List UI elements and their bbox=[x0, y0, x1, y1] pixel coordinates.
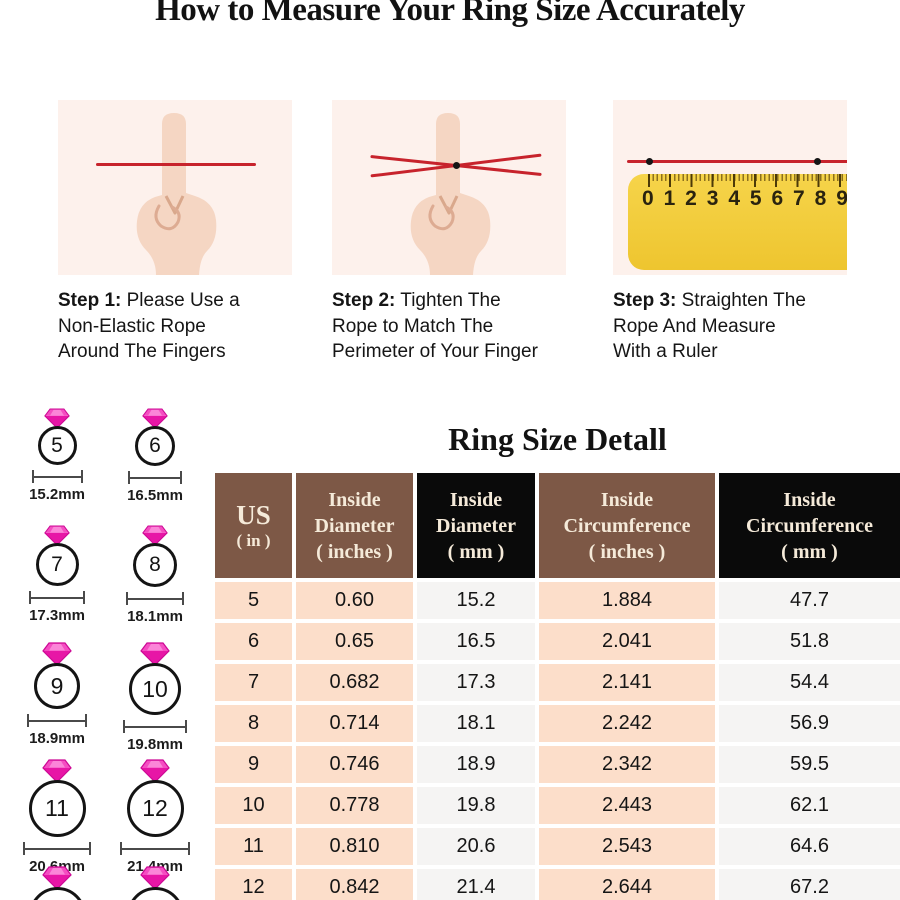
cell-diameter-mm: 18.9 bbox=[417, 746, 535, 783]
cell-circumference-mm: 62.1 bbox=[719, 787, 900, 824]
ring-size-10-diagram: 10 19.8mm bbox=[105, 642, 205, 753]
cell-circumference-in: 2.242 bbox=[539, 705, 715, 742]
step-3: 0 1 2 3 4 5 6 7 8 9 Step 3: Straighten T… bbox=[613, 100, 847, 362]
column-header-circumference-mm: Inside Circumference ( mm ) bbox=[719, 473, 900, 578]
ruler-illustration: 0 1 2 3 4 5 6 7 8 9 bbox=[628, 174, 847, 270]
cell-us: 8 bbox=[215, 705, 292, 742]
rope-end-dot bbox=[646, 158, 653, 165]
cell-circumference-mm: 67.2 bbox=[719, 869, 900, 900]
cell-us: 11 bbox=[215, 828, 292, 865]
diameter-bracket bbox=[23, 842, 91, 855]
hand-finger-icon bbox=[136, 113, 217, 275]
cell-circumference-in: 2.041 bbox=[539, 623, 715, 660]
ring-size-5-diagram: 5 15.2mm bbox=[7, 408, 107, 503]
diamond-icon bbox=[142, 408, 168, 429]
step3-caption: Step 3: Straighten The Rope And Measure … bbox=[613, 290, 806, 362]
diameter-bracket bbox=[123, 720, 187, 733]
cell-diameter-mm: 15.2 bbox=[417, 582, 535, 619]
cell-diameter-in: 0.746 bbox=[296, 746, 413, 783]
cell-diameter-in: 0.60 bbox=[296, 582, 413, 619]
cell-diameter-mm: 21.4 bbox=[417, 869, 535, 900]
diamond-icon bbox=[140, 759, 170, 783]
ring-size-6-diagram: 6 16.5mm bbox=[105, 408, 205, 504]
cell-us: 10 bbox=[215, 787, 292, 824]
step2-hand-photo bbox=[332, 100, 566, 275]
diameter-bracket bbox=[128, 471, 182, 484]
step1-caption: Step 1: Please Use a Non-Elastic Rope Ar… bbox=[58, 290, 240, 362]
diamond-icon bbox=[142, 525, 168, 546]
column-header-diameter-mm: Inside Diameter ( mm ) bbox=[417, 473, 535, 578]
cell-circumference-mm: 64.6 bbox=[719, 828, 900, 865]
step1-label: Step 1: bbox=[58, 290, 122, 311]
step3-ruler-photo: 0 1 2 3 4 5 6 7 8 9 bbox=[613, 100, 847, 275]
cell-circumference-in: 2.141 bbox=[539, 664, 715, 701]
step2-label: Step 2: bbox=[332, 290, 396, 311]
cell-diameter-in: 0.65 bbox=[296, 623, 413, 660]
diameter-bracket bbox=[126, 592, 184, 605]
diamond-icon bbox=[42, 759, 72, 783]
diamond-icon bbox=[42, 642, 72, 666]
ring-diagram-partial bbox=[105, 866, 205, 900]
step-2: Step 2: Tighten The Rope to Match The Pe… bbox=[332, 100, 566, 362]
ring-size-9-diagram: 9 18.9mm bbox=[7, 642, 107, 747]
cell-circumference-in: 2.443 bbox=[539, 787, 715, 824]
step-1: Step 1: Please Use a Non-Elastic Rope Ar… bbox=[58, 100, 292, 362]
ring-diagram-partial bbox=[7, 866, 107, 900]
diamond-icon bbox=[140, 642, 170, 666]
cell-diameter-mm: 17.3 bbox=[417, 664, 535, 701]
cell-circumference-mm: 59.5 bbox=[719, 746, 900, 783]
cell-circumference-mm: 51.8 bbox=[719, 623, 900, 660]
ruler-ticks bbox=[648, 174, 847, 198]
rope-end-dot bbox=[814, 158, 821, 165]
cell-diameter-mm: 16.5 bbox=[417, 623, 535, 660]
diamond-icon bbox=[44, 408, 70, 429]
ring-size-11-diagram: 11 20.6mm bbox=[7, 759, 107, 875]
hand-finger-icon bbox=[410, 113, 491, 275]
ruler-scale: 0 1 2 3 4 5 6 7 8 9 bbox=[642, 187, 847, 210]
diameter-bracket bbox=[31, 470, 83, 483]
size-chart-title: Ring Size Detall bbox=[448, 421, 667, 457]
cell-circumference-in: 2.543 bbox=[539, 828, 715, 865]
diamond-icon bbox=[140, 866, 170, 890]
diamond-icon bbox=[44, 525, 70, 546]
column-header-circumference-inches: Inside Circumference ( inches ) bbox=[539, 473, 715, 578]
column-header-us: US ( in ) bbox=[215, 473, 292, 578]
diamond-icon bbox=[42, 866, 72, 890]
column-header-diameter-inches: Inside Diameter ( inches ) bbox=[296, 473, 413, 578]
ring-size-table: US ( in ) Inside Diameter ( inches ) Ins… bbox=[215, 473, 900, 900]
page-title: How to Measure Your Ring Size Accurately bbox=[155, 0, 745, 28]
diameter-bracket bbox=[120, 842, 190, 855]
cell-circumference-mm: 56.9 bbox=[719, 705, 900, 742]
cell-circumference-in: 1.884 bbox=[539, 582, 715, 619]
step2-caption: Step 2: Tighten The Rope to Match The Pe… bbox=[332, 290, 538, 362]
cell-diameter-mm: 19.8 bbox=[417, 787, 535, 824]
rope-line bbox=[627, 160, 847, 163]
rope-knot-dot bbox=[453, 162, 460, 169]
cell-diameter-mm: 20.6 bbox=[417, 828, 535, 865]
cell-circumference-in: 2.644 bbox=[539, 869, 715, 900]
diameter-bracket bbox=[27, 714, 87, 727]
cell-us: 12 bbox=[215, 869, 292, 900]
cell-diameter-in: 0.842 bbox=[296, 869, 413, 900]
cell-diameter-in: 0.778 bbox=[296, 787, 413, 824]
cell-circumference-mm: 54.4 bbox=[719, 664, 900, 701]
step1-hand-photo bbox=[58, 100, 292, 275]
cell-circumference-in: 2.342 bbox=[539, 746, 715, 783]
step3-label: Step 3: bbox=[613, 290, 677, 311]
ring-size-7-diagram: 7 17.3mm bbox=[7, 525, 107, 624]
cell-us: 7 bbox=[215, 664, 292, 701]
cell-diameter-in: 0.682 bbox=[296, 664, 413, 701]
cell-us: 6 bbox=[215, 623, 292, 660]
ring-size-8-diagram: 8 18.1mm bbox=[105, 525, 205, 625]
cell-diameter-in: 0.714 bbox=[296, 705, 413, 742]
diameter-bracket bbox=[29, 591, 85, 604]
rope-line bbox=[96, 163, 256, 166]
cell-diameter-in: 0.810 bbox=[296, 828, 413, 865]
cell-us: 9 bbox=[215, 746, 292, 783]
cell-us: 5 bbox=[215, 582, 292, 619]
cell-circumference-mm: 47.7 bbox=[719, 582, 900, 619]
cell-diameter-mm: 18.1 bbox=[417, 705, 535, 742]
ring-size-12-diagram: 12 21.4mm bbox=[105, 759, 205, 875]
